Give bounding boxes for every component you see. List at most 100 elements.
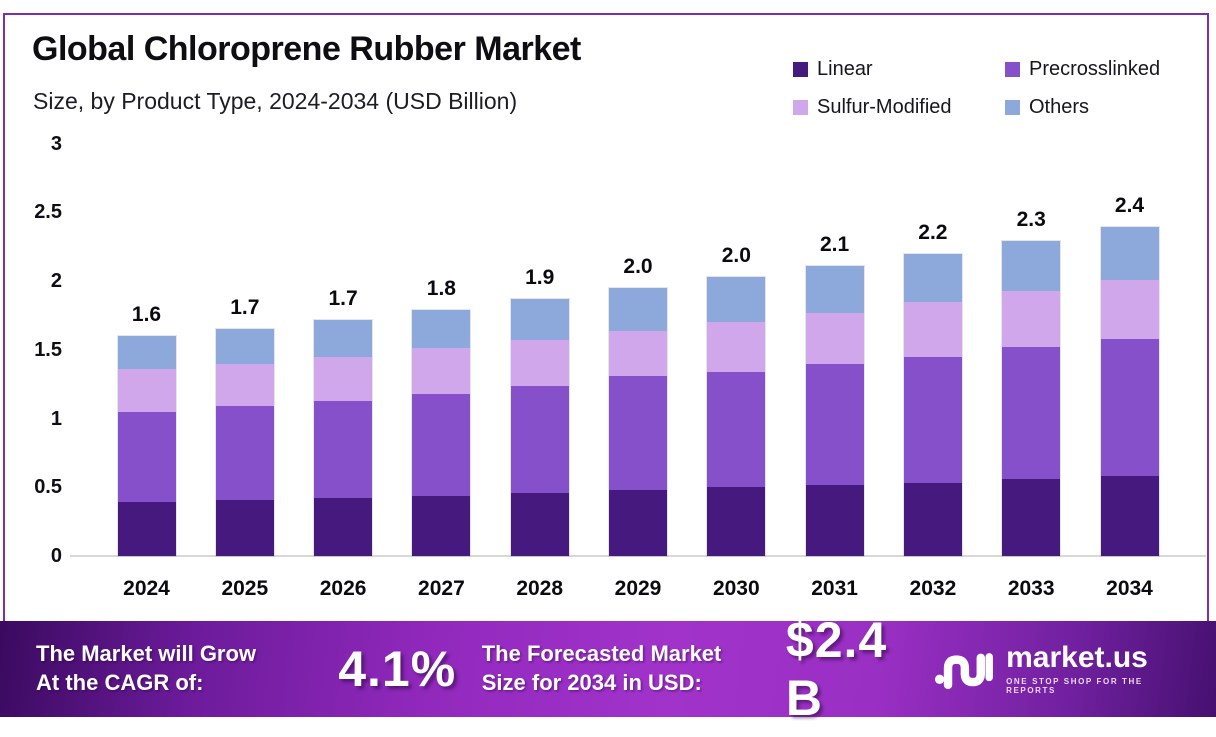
x-axis-label: 2032 xyxy=(909,577,957,600)
segment-precrosslinked xyxy=(510,385,569,493)
y-axis-tick: 2.5 xyxy=(34,201,62,224)
y-axis-tick: 3 xyxy=(50,132,62,155)
x-axis-label: 2026 xyxy=(319,577,367,600)
x-axis-label: 2030 xyxy=(712,577,760,600)
segment-linear xyxy=(412,495,471,556)
page-title: Global Chloroprene Rubber Market xyxy=(32,30,581,68)
legend-swatch-others xyxy=(1005,100,1020,115)
cagr-value: 4.1% xyxy=(338,641,457,697)
forecast-label-line1: The Forecasted Market xyxy=(481,641,722,667)
legend-swatch-sulfur-modified xyxy=(793,100,808,115)
segment-linear xyxy=(707,487,766,556)
segment-precrosslinked xyxy=(1002,347,1061,479)
segment-linear xyxy=(510,492,569,556)
stacked-bar-2025 xyxy=(215,329,274,556)
legend-swatch-precrosslinked xyxy=(1005,62,1020,77)
segment-others xyxy=(1002,241,1061,291)
bar-value-label: 2.0 xyxy=(721,243,751,267)
x-axis-label: 2034 xyxy=(1106,577,1153,600)
segment-linear xyxy=(215,499,274,556)
x-axis-label: 2033 xyxy=(1007,577,1055,600)
x-axis-label: 2029 xyxy=(614,577,662,600)
market-us-brand: market.us ONE STOP SHOP FOR THE REPORTS xyxy=(934,643,1190,695)
market-us-logo-icon xyxy=(935,653,994,690)
bar-value-label: 1.9 xyxy=(525,265,555,289)
x-axis-label: 2028 xyxy=(516,577,564,600)
legend-label: Precrosslinked xyxy=(1029,58,1161,80)
x-axis-label: 2031 xyxy=(811,577,858,600)
stacked-bar-2031 xyxy=(805,265,864,556)
segment-linear xyxy=(903,483,962,556)
segment-linear xyxy=(314,498,373,556)
cagr-label-line2: At the CAGR of: xyxy=(36,670,204,695)
legend-label: Sulfur-Modified xyxy=(817,96,952,118)
segment-others xyxy=(314,319,373,357)
x-axis-label: 2025 xyxy=(221,577,269,600)
stacked-bar-2024 xyxy=(117,336,176,556)
brand-text: market.us ONE STOP SHOP FOR THE REPORTS xyxy=(1006,641,1190,696)
bar-value-label: 1.6 xyxy=(131,303,162,326)
segment-sulfur-modified xyxy=(510,340,569,386)
segment-precrosslinked xyxy=(412,393,471,496)
legend-item-linear: Linear xyxy=(793,58,873,81)
segment-linear xyxy=(1002,479,1061,556)
stacked-bar-2028 xyxy=(510,298,569,556)
stacked-bar-2029 xyxy=(609,287,667,556)
legend-item-precrosslinked: Precrosslinked xyxy=(1005,58,1160,81)
chart-subtitle: Size, by Product Type, 2024-2034 (USD Bi… xyxy=(33,88,518,114)
bar-value-label: 2.1 xyxy=(819,232,850,256)
segment-linear xyxy=(1100,476,1159,556)
segment-others xyxy=(707,276,766,323)
segment-linear xyxy=(609,490,667,556)
segment-others xyxy=(510,298,569,341)
segment-others xyxy=(805,265,864,313)
bar-value-label: 1.7 xyxy=(328,286,358,310)
legend-label: Linear xyxy=(817,58,873,80)
segment-sulfur-modified xyxy=(117,369,176,412)
segment-sulfur-modified xyxy=(1100,279,1159,339)
segment-others xyxy=(412,309,471,349)
bar-value-label: 1.7 xyxy=(230,296,260,320)
segment-sulfur-modified xyxy=(609,330,667,376)
segment-precrosslinked xyxy=(314,400,373,499)
segment-sulfur-modified xyxy=(805,312,864,364)
segment-precrosslinked xyxy=(1100,338,1159,477)
forecast-label-line2: Size for 2034 in USD: xyxy=(481,670,702,695)
segment-others xyxy=(1100,227,1159,280)
brand-tagline: ONE STOP SHOP FOR THE REPORTS xyxy=(1006,677,1143,695)
stacked-bar-2034 xyxy=(1100,227,1159,556)
bar-value-label: 2.3 xyxy=(1016,208,1046,232)
y-axis-tick: 1.5 xyxy=(34,338,62,361)
stacked-bar-2026 xyxy=(314,319,373,556)
cagr-label-line1: The Market will Grow xyxy=(36,641,257,667)
brand-name: market.us xyxy=(1006,641,1148,674)
segment-others xyxy=(215,329,274,364)
legend-swatch-linear xyxy=(793,62,808,77)
legend-item-sulfur-modified: Sulfur-Modified xyxy=(793,96,952,119)
segment-precrosslinked xyxy=(707,371,766,488)
y-axis-tick: 2 xyxy=(50,270,62,292)
y-axis-tick: 1 xyxy=(50,407,62,430)
segment-precrosslinked xyxy=(117,411,176,503)
y-axis-tick: 0.5 xyxy=(34,476,62,499)
segment-precrosslinked xyxy=(609,375,667,490)
legend-label: Others xyxy=(1029,96,1090,118)
stacked-bar-2032 xyxy=(903,253,962,556)
stacked-bar-2030 xyxy=(707,276,766,556)
bar-value-label: 2.0 xyxy=(623,254,653,278)
cagr-label: The Market will Grow At the CAGR of: xyxy=(36,640,313,697)
segment-others xyxy=(609,287,667,331)
segment-precrosslinked xyxy=(805,363,864,485)
segment-others xyxy=(117,336,176,369)
bar-value-label: 2.4 xyxy=(1114,194,1145,218)
segment-sulfur-modified xyxy=(314,356,373,401)
bar-value-label: 2.2 xyxy=(918,220,948,244)
bar-value-label: 1.8 xyxy=(426,276,456,300)
legend-item-others: Others xyxy=(1005,96,1089,119)
stacked-bar-2027 xyxy=(412,309,471,556)
segment-linear xyxy=(805,484,864,556)
segment-sulfur-modified xyxy=(412,348,471,394)
segment-others xyxy=(903,253,962,302)
